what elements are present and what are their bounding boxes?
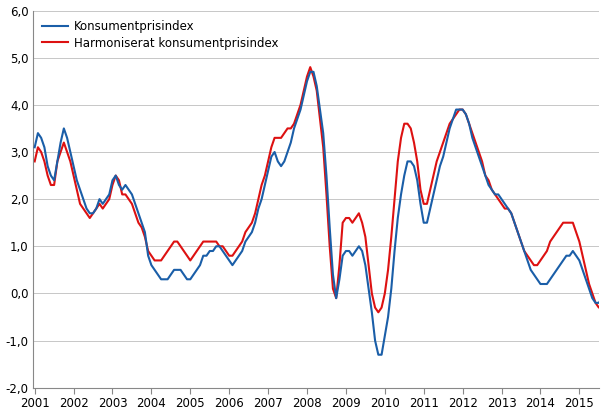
Konsumentprisindex	[319, 131, 327, 136]
Line: Konsumentprisindex: Konsumentprisindex	[34, 72, 605, 355]
Harmoniserat konsumentprisindex	[31, 159, 38, 164]
Line: Harmoniserat konsumentprisindex: Harmoniserat konsumentprisindex	[34, 67, 605, 312]
Konsumentprisindex	[307, 69, 314, 74]
Konsumentprisindex	[31, 145, 38, 150]
Konsumentprisindex	[374, 352, 382, 357]
Harmoniserat konsumentprisindex	[384, 267, 391, 272]
Legend: Konsumentprisindex, Harmoniserat konsumentprisindex: Konsumentprisindex, Harmoniserat konsume…	[39, 17, 282, 53]
Harmoniserat konsumentprisindex	[307, 64, 314, 69]
Harmoniserat konsumentprisindex	[495, 197, 502, 202]
Harmoniserat konsumentprisindex	[410, 140, 417, 145]
Konsumentprisindex	[122, 183, 129, 188]
Konsumentprisindex	[589, 296, 596, 301]
Harmoniserat konsumentprisindex	[374, 310, 382, 315]
Harmoniserat konsumentprisindex	[319, 145, 327, 150]
Konsumentprisindex	[495, 192, 502, 197]
Harmoniserat konsumentprisindex	[589, 291, 596, 296]
Konsumentprisindex	[384, 314, 391, 319]
Konsumentprisindex	[410, 163, 417, 168]
Harmoniserat konsumentprisindex	[122, 192, 129, 197]
